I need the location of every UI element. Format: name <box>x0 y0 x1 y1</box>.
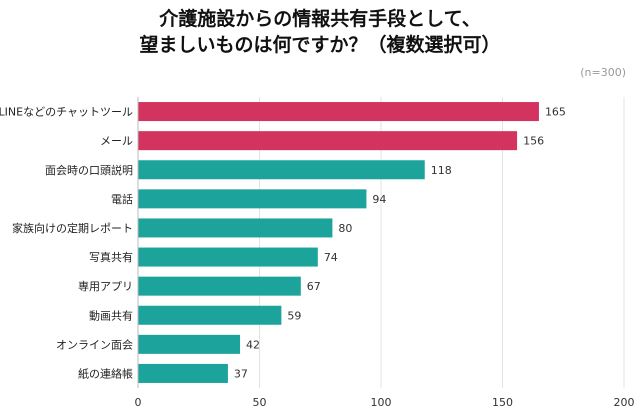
category-label: 動画共有 <box>89 308 133 322</box>
chart-title: 介護施設からの情報共有手段として、 望ましいものは何ですか？（複数選択可） <box>0 6 640 58</box>
value-label: 165 <box>545 106 566 119</box>
bar <box>138 218 333 238</box>
category-label: メール <box>100 135 133 148</box>
sample-size-note: (n=300) <box>580 66 626 79</box>
category-label: オンライン面会 <box>56 338 133 351</box>
bar <box>138 189 367 209</box>
bar <box>138 102 539 122</box>
x-tick-label: 50 <box>253 396 267 409</box>
x-tick-label: 100 <box>371 396 392 409</box>
x-tick-label: 0 <box>135 396 142 409</box>
x-tick-label: 200 <box>614 396 635 409</box>
bar <box>138 305 282 325</box>
category-label: 専用アプリ <box>78 280 133 293</box>
chart-title-line-2: 望ましいものは何ですか？（複数選択可） <box>139 34 501 56</box>
bar <box>138 160 425 180</box>
value-label: 37 <box>234 367 248 380</box>
x-tick-label: 150 <box>492 396 513 409</box>
category-label: 紙の連絡帳 <box>78 366 133 380</box>
bar <box>138 363 228 383</box>
chart-title-line-1: 介護施設からの情報共有手段として、 <box>159 8 481 30</box>
value-label: 67 <box>307 280 321 293</box>
value-label: 59 <box>287 309 301 322</box>
category-label: 家族向けの定期レポート <box>12 221 133 235</box>
category-label: 面会時の口頭説明 <box>45 163 133 177</box>
value-label: 156 <box>523 135 544 148</box>
bar <box>138 334 241 354</box>
category-label: 写真共有 <box>89 250 133 264</box>
value-label: 42 <box>246 338 260 351</box>
bar <box>138 247 318 267</box>
category-label: LINEなどのチャットツール <box>0 106 133 119</box>
bar <box>138 131 518 151</box>
value-label: 118 <box>431 164 452 177</box>
category-label: 電話 <box>111 192 133 206</box>
value-label: 80 <box>338 222 352 235</box>
value-label: 74 <box>324 251 338 264</box>
value-label: 94 <box>372 193 386 206</box>
bar <box>138 276 301 296</box>
